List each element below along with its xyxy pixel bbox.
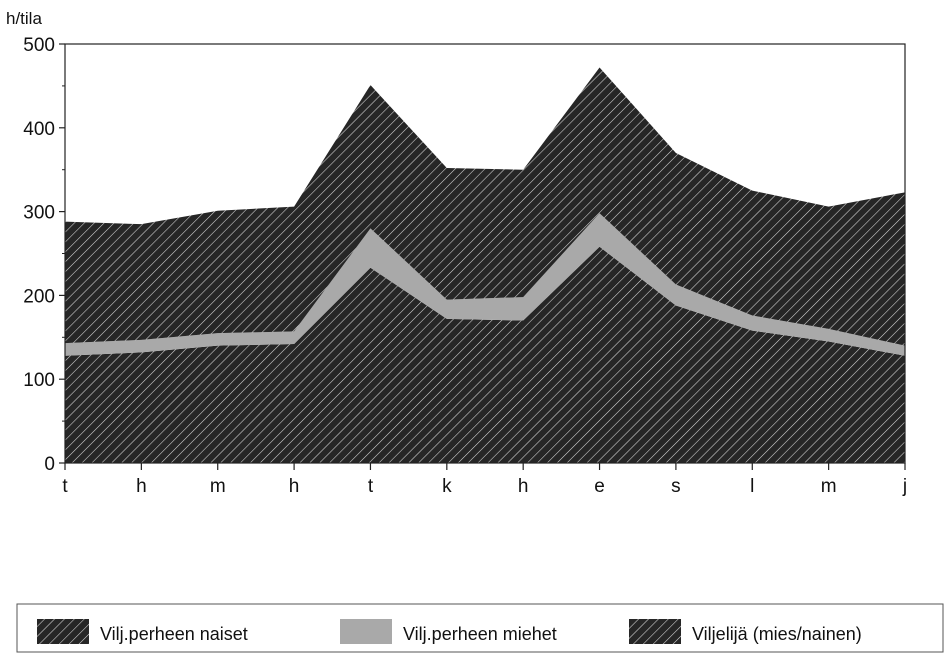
x-tick-label: m bbox=[210, 476, 226, 497]
x-tick-label: h bbox=[518, 476, 529, 497]
legend-swatch bbox=[629, 619, 681, 644]
y-axis-label: h/tila bbox=[6, 9, 42, 28]
legend-label: Vilj.perheen naiset bbox=[100, 624, 248, 644]
legend-frame bbox=[16, 603, 944, 653]
y-tick-label: 200 bbox=[23, 286, 55, 307]
legend-label: Viljelijä (mies/nainen) bbox=[692, 624, 862, 644]
legend-swatch bbox=[340, 619, 392, 644]
x-tick-label: k bbox=[442, 476, 452, 497]
y-tick-label: 0 bbox=[44, 454, 55, 475]
area-series-2 bbox=[65, 213, 905, 356]
y-tick-label: 100 bbox=[23, 370, 55, 391]
legend-label: Vilj.perheen miehet bbox=[403, 624, 557, 644]
x-tick-label: t bbox=[368, 476, 374, 497]
legend-swatch bbox=[37, 619, 89, 644]
y-axis: 0 100 200 300 400 500 bbox=[23, 35, 65, 475]
area-layers bbox=[65, 67, 905, 463]
x-tick-label: s bbox=[671, 476, 681, 497]
x-tick-label: j bbox=[902, 476, 907, 497]
x-tick-label: t bbox=[62, 476, 68, 497]
area-series-1 bbox=[65, 246, 905, 463]
x-tick-label: e bbox=[594, 476, 605, 497]
x-tick-label: h bbox=[136, 476, 147, 497]
area-series-3 bbox=[65, 67, 905, 346]
y-tick-label: 400 bbox=[23, 119, 55, 140]
x-tick-label: m bbox=[821, 476, 837, 497]
y-tick-label: 300 bbox=[23, 203, 55, 224]
legend: Vilj.perheen naiset Vilj.perheen miehet Vi… bbox=[16, 603, 944, 653]
x-tick-label: h bbox=[289, 476, 300, 497]
y-tick-label: 500 bbox=[23, 35, 55, 56]
x-tick-label: l bbox=[750, 476, 754, 497]
